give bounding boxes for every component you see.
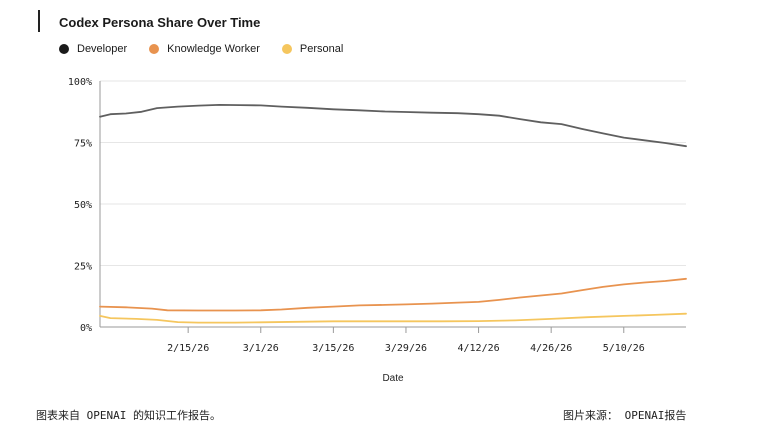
y-tick-label: 100% <box>68 77 92 88</box>
legend-label-knowledge-worker: Knowledge Worker <box>167 43 260 55</box>
x-tick-label: 4/26/26 <box>530 343 572 354</box>
y-tick-label: 75% <box>74 139 92 150</box>
chart-title: Codex Persona Share Over Time <box>59 15 261 30</box>
series-line-personal <box>99 312 687 324</box>
y-tick-label: 0% <box>80 323 92 334</box>
legend-label-developer: Developer <box>77 43 128 55</box>
chart-legend: Developer Knowledge Worker Personal <box>59 43 365 55</box>
y-tick-label: 25% <box>74 262 92 273</box>
source-caption-left: 图表来自 OPENAI 的知识工作报告。 <box>36 409 221 422</box>
legend-label-personal: Personal <box>299 43 344 55</box>
legend-dot-personal <box>281 44 292 54</box>
y-tick-label: 50% <box>74 200 92 211</box>
x-tick-label: 3/1/26 <box>243 343 279 354</box>
legend-item-knowledge-worker: Knowledge Worker <box>149 43 260 55</box>
legend-item-developer: Developer <box>59 43 127 55</box>
legend-dot-developer <box>59 44 69 54</box>
legend-item-personal: Personal <box>281 43 344 55</box>
series-line-knowledge-worker <box>99 277 687 312</box>
legend-dot-knowledge-worker <box>149 44 160 54</box>
header-accent-bar <box>38 10 40 32</box>
series-line-developer <box>99 104 687 148</box>
x-tick-label: 5/10/26 <box>603 343 645 354</box>
x-axis-title: Date <box>382 373 404 384</box>
x-tick-label: 3/15/26 <box>312 343 354 354</box>
x-tick-label: 4/12/26 <box>457 343 499 354</box>
x-tick-label: 3/29/26 <box>385 343 427 354</box>
source-caption-right: 图片来源： OPENAI报告 <box>563 409 687 422</box>
x-tick-label: 2/15/26 <box>167 343 209 354</box>
line-chart: 0% 25% 50% 75% 100% 2/15/26 3/1/26 3/15/26 3/29/… <box>68 77 687 384</box>
